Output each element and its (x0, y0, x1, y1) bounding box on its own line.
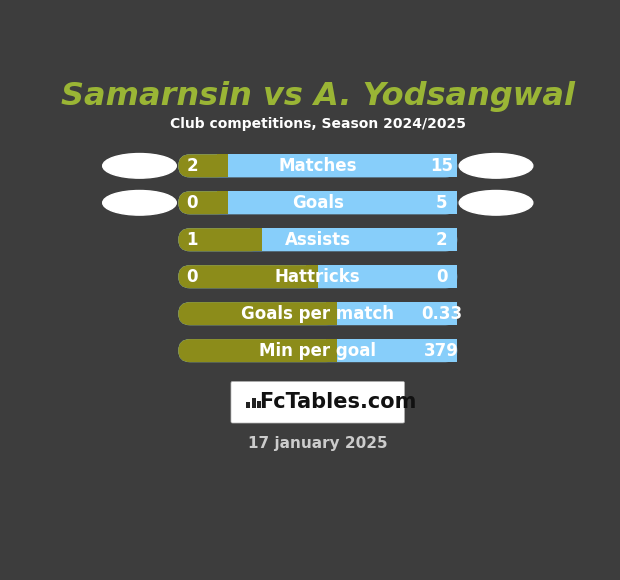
Bar (250, 228, 264, 251)
Text: 2: 2 (436, 231, 448, 249)
Ellipse shape (103, 190, 176, 215)
Bar (257, 401, 261, 408)
FancyBboxPatch shape (179, 228, 458, 251)
Text: Hattricks: Hattricks (275, 268, 361, 286)
FancyBboxPatch shape (179, 154, 458, 177)
FancyBboxPatch shape (179, 265, 458, 288)
Text: Goals: Goals (292, 194, 343, 212)
Text: 5: 5 (436, 194, 448, 212)
FancyBboxPatch shape (179, 339, 337, 362)
Text: Min per goal: Min per goal (259, 342, 376, 360)
Bar (337, 302, 458, 325)
Text: 15: 15 (430, 157, 453, 175)
FancyBboxPatch shape (179, 302, 458, 325)
FancyBboxPatch shape (179, 265, 317, 288)
Bar (217, 191, 230, 215)
FancyBboxPatch shape (179, 339, 458, 362)
Ellipse shape (459, 190, 533, 215)
Bar (217, 154, 230, 177)
Ellipse shape (103, 154, 176, 178)
Text: Club competitions, Season 2024/2025: Club competitions, Season 2024/2025 (170, 117, 466, 130)
Bar (337, 339, 458, 362)
Text: Goals per match: Goals per match (241, 304, 394, 322)
Ellipse shape (459, 154, 533, 178)
FancyBboxPatch shape (179, 191, 229, 215)
Text: FcTables.com: FcTables.com (260, 392, 417, 412)
Text: Samarnsin vs A. Yodsangwal: Samarnsin vs A. Yodsangwal (61, 81, 575, 112)
Text: 0.33: 0.33 (421, 304, 463, 322)
Text: Assists: Assists (285, 231, 351, 249)
FancyBboxPatch shape (179, 228, 262, 251)
Text: 1: 1 (187, 231, 198, 249)
Bar (229, 191, 458, 215)
Text: 379: 379 (424, 342, 459, 360)
Bar (229, 154, 458, 177)
Text: 0: 0 (436, 268, 448, 286)
Text: Matches: Matches (278, 157, 357, 175)
FancyBboxPatch shape (231, 382, 404, 423)
FancyBboxPatch shape (179, 154, 229, 177)
FancyBboxPatch shape (179, 191, 458, 215)
Bar (326, 302, 339, 325)
Bar (326, 339, 339, 362)
Bar (317, 265, 458, 288)
Bar (306, 265, 319, 288)
Text: 2: 2 (187, 157, 198, 175)
Bar (252, 398, 255, 408)
Bar (247, 403, 250, 408)
FancyBboxPatch shape (179, 302, 337, 325)
Text: 0: 0 (187, 268, 198, 286)
Text: 17 january 2025: 17 january 2025 (248, 436, 388, 451)
Bar (262, 228, 458, 251)
Text: 0: 0 (187, 194, 198, 212)
